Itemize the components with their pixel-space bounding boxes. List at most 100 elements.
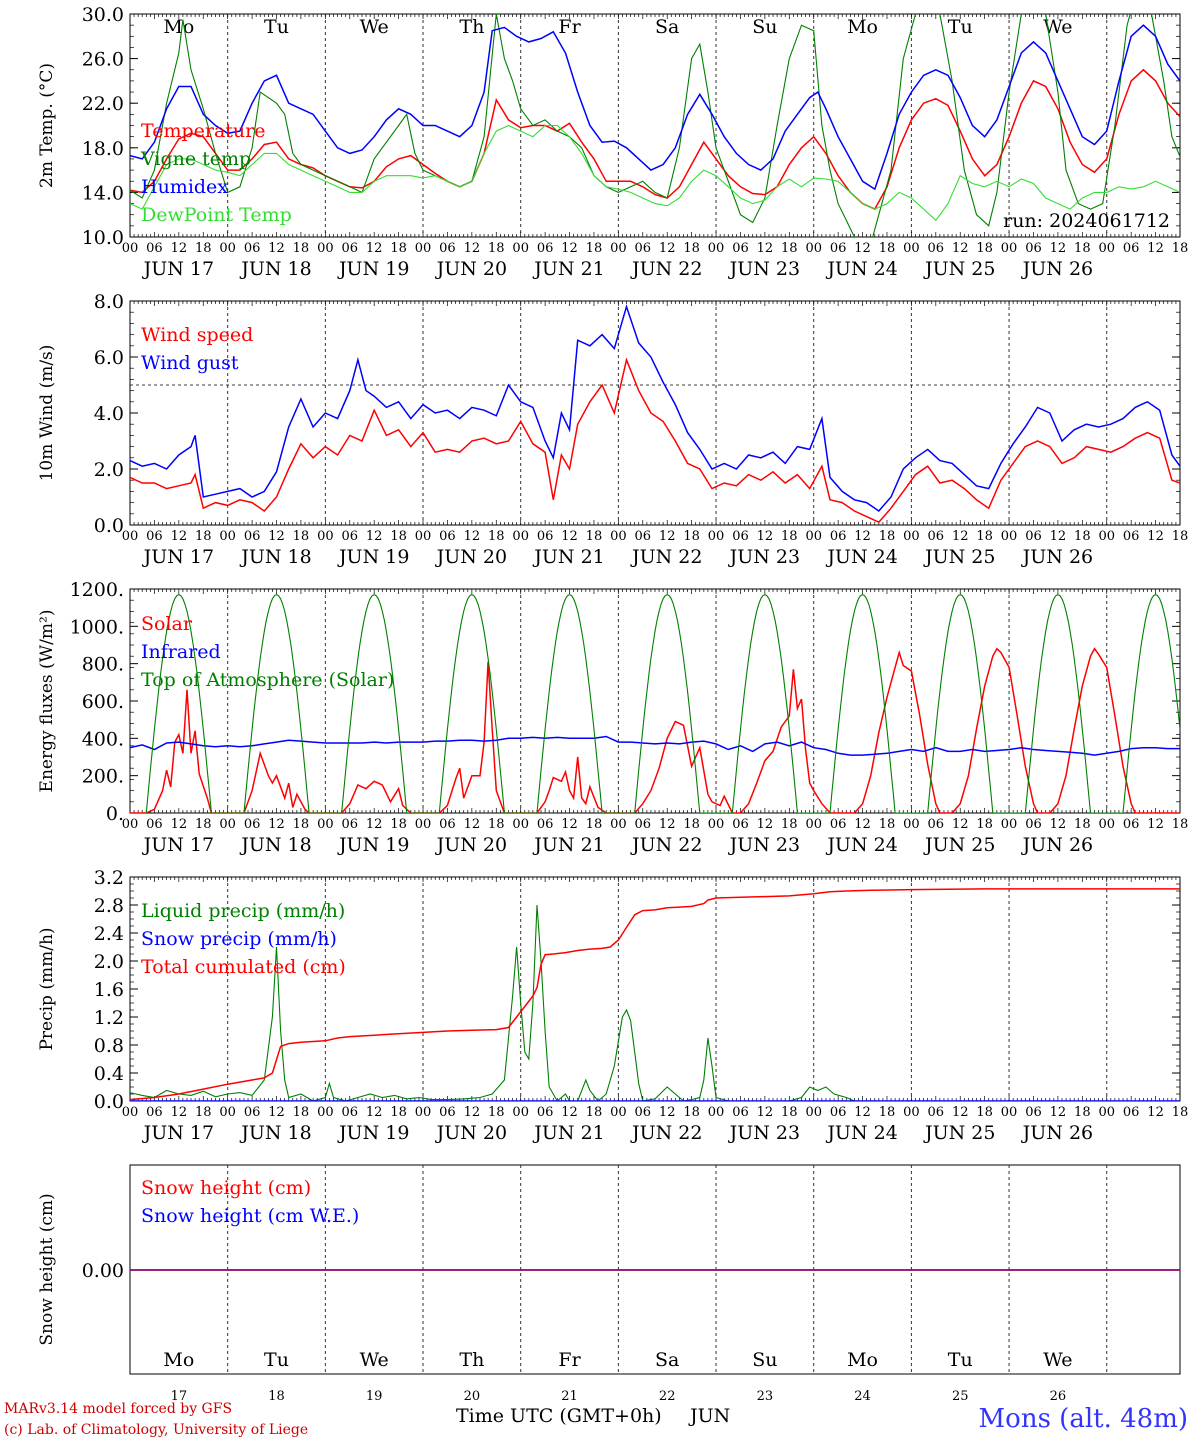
hour-tick-label: 00 [805, 241, 822, 256]
hour-tick-label: 12 [171, 529, 188, 544]
series-line [130, 735, 1180, 756]
legend-entry: Infrared [141, 641, 221, 663]
hour-tick-label: 06 [1025, 241, 1042, 256]
hour-tick-label: 00 [415, 817, 432, 832]
series-line [130, 647, 1180, 813]
panel-5: 0.00 Snow height (cm) Snow height (cm) Snow… [37, 1164, 1181, 1404]
date-label: JUN 25 [923, 1122, 995, 1144]
hour-tick-label: 12 [1147, 817, 1164, 832]
hour-tick-label: 06 [146, 529, 163, 544]
hour-tick-label: 00 [415, 241, 432, 256]
hour-tick-label: 00 [219, 817, 236, 832]
hour-tick-label: 06 [1025, 529, 1042, 544]
date-label: JUN 19 [337, 546, 409, 568]
hour-tick-label: 18 [293, 817, 310, 832]
legend-entry: Wind gust [141, 352, 239, 374]
hour-tick-label: 12 [1050, 241, 1067, 256]
panel-1: 00 06 12 18 00 06 12 18 00 06 12 18 00 06 12 18 00 06 12 18… [37, 4, 1189, 280]
hour-tick-label: 18 [976, 817, 993, 832]
hour-tick-label: 18 [1172, 817, 1189, 832]
hour-tick-label: 00 [708, 1105, 725, 1120]
y-tick-label: 2.8 [94, 895, 124, 917]
date-label: JUN 18 [239, 258, 311, 280]
series-line [130, 24, 1180, 191]
date-label: JUN 22 [630, 1122, 702, 1144]
hour-tick-label: 18 [976, 1105, 993, 1120]
date-label: JUN 23 [728, 258, 800, 280]
date-label: JUN 18 [239, 834, 311, 856]
hour-tick-label: 06 [146, 1105, 163, 1120]
hour-tick-label: 18 [586, 817, 603, 832]
date-label: JUN 19 [337, 834, 409, 856]
day-number-label: 17 [171, 1389, 188, 1404]
hour-tick-label: 12 [1050, 817, 1067, 832]
hour-tick-label: 06 [537, 529, 554, 544]
hour-tick-label: 12 [1147, 1105, 1164, 1120]
y-tick-label: 4.0 [94, 403, 124, 425]
hour-tick-label: 18 [683, 817, 700, 832]
date-label: JUN 24 [825, 834, 897, 856]
date-label: JUN 17 [142, 258, 214, 280]
date-label: JUN 24 [825, 1122, 897, 1144]
date-label: JUN 20 [435, 546, 507, 568]
y-tick-label: 22.0 [82, 93, 124, 115]
y-tick-label: 200. [82, 766, 124, 788]
hour-tick-label: 00 [219, 529, 236, 544]
panel-2: 00 06 12 18 00 06 12 18 00 06 12 18 00 06 12 18 00 06 12 18… [37, 291, 1188, 568]
hour-tick-label: 06 [830, 241, 847, 256]
date-label: JUN 20 [435, 834, 507, 856]
y-tick-label: 1000. [70, 616, 124, 638]
hour-tick-label: 06 [341, 241, 358, 256]
hour-tick-label: 18 [390, 1105, 407, 1120]
y-tick-label: 0.4 [94, 1063, 124, 1085]
hour-tick-label: 12 [854, 241, 871, 256]
hour-tick-label: 06 [830, 529, 847, 544]
hour-tick-label: 12 [757, 241, 774, 256]
hour-tick-label: 12 [854, 817, 871, 832]
hour-tick-label: 18 [1172, 529, 1189, 544]
hour-tick-label: 00 [512, 817, 529, 832]
hour-tick-label: 00 [122, 241, 139, 256]
y-axis-title: Energy fluxes (W/m²) [37, 610, 57, 793]
date-label: JUN 25 [923, 546, 995, 568]
legend-entry: Snow height (cm) [141, 1177, 311, 1199]
hour-tick-label: 18 [976, 241, 993, 256]
hour-tick-label: 12 [561, 817, 578, 832]
legend-entry: Solar [141, 613, 193, 635]
y-axis-title: Snow height (cm) [37, 1193, 57, 1345]
y-tick-label: 10.0 [82, 227, 124, 249]
hour-tick-label: 12 [757, 817, 774, 832]
hour-tick-label: 18 [879, 1105, 896, 1120]
legend-entry: Snow height (cm W.E.) [141, 1205, 359, 1227]
hour-tick-label: 00 [219, 241, 236, 256]
hour-tick-label: 00 [512, 241, 529, 256]
y-tick-label: 0.0 [94, 515, 124, 537]
y-tick-label: 0. [106, 803, 124, 825]
hour-tick-label: 00 [512, 529, 529, 544]
hour-tick-label: 12 [757, 1105, 774, 1120]
hour-tick-label: 06 [928, 529, 945, 544]
hour-tick-label: 06 [244, 529, 261, 544]
hour-tick-label: 06 [537, 817, 554, 832]
hour-tick-label: 18 [488, 529, 505, 544]
weekday-label: Tu [264, 1349, 289, 1371]
hour-tick-label: 18 [488, 1105, 505, 1120]
weekday-label: Th [459, 1349, 484, 1371]
hour-tick-label: 18 [683, 1105, 700, 1120]
hour-tick-label: 00 [610, 241, 627, 256]
hour-tick-label: 06 [439, 529, 456, 544]
lab-credit-line: (c) Lab. of Climatology, University of L… [4, 1422, 308, 1438]
hour-tick-label: 18 [1172, 241, 1189, 256]
date-label: JUN 23 [728, 834, 800, 856]
date-label: JUN 17 [142, 1122, 214, 1144]
hour-tick-label: 00 [1001, 529, 1018, 544]
weekday-label: Tu [948, 1349, 973, 1371]
hour-tick-label: 00 [1098, 817, 1115, 832]
hour-tick-label: 00 [1001, 1105, 1018, 1120]
hour-tick-label: 06 [1025, 1105, 1042, 1120]
y-tick-label: 1200. [70, 579, 124, 601]
hour-tick-label: 12 [171, 241, 188, 256]
legend-entry: Top of Atmosphere (Solar) [141, 669, 394, 691]
y-tick-label: 0.8 [94, 1035, 124, 1057]
hour-tick-label: 06 [146, 241, 163, 256]
